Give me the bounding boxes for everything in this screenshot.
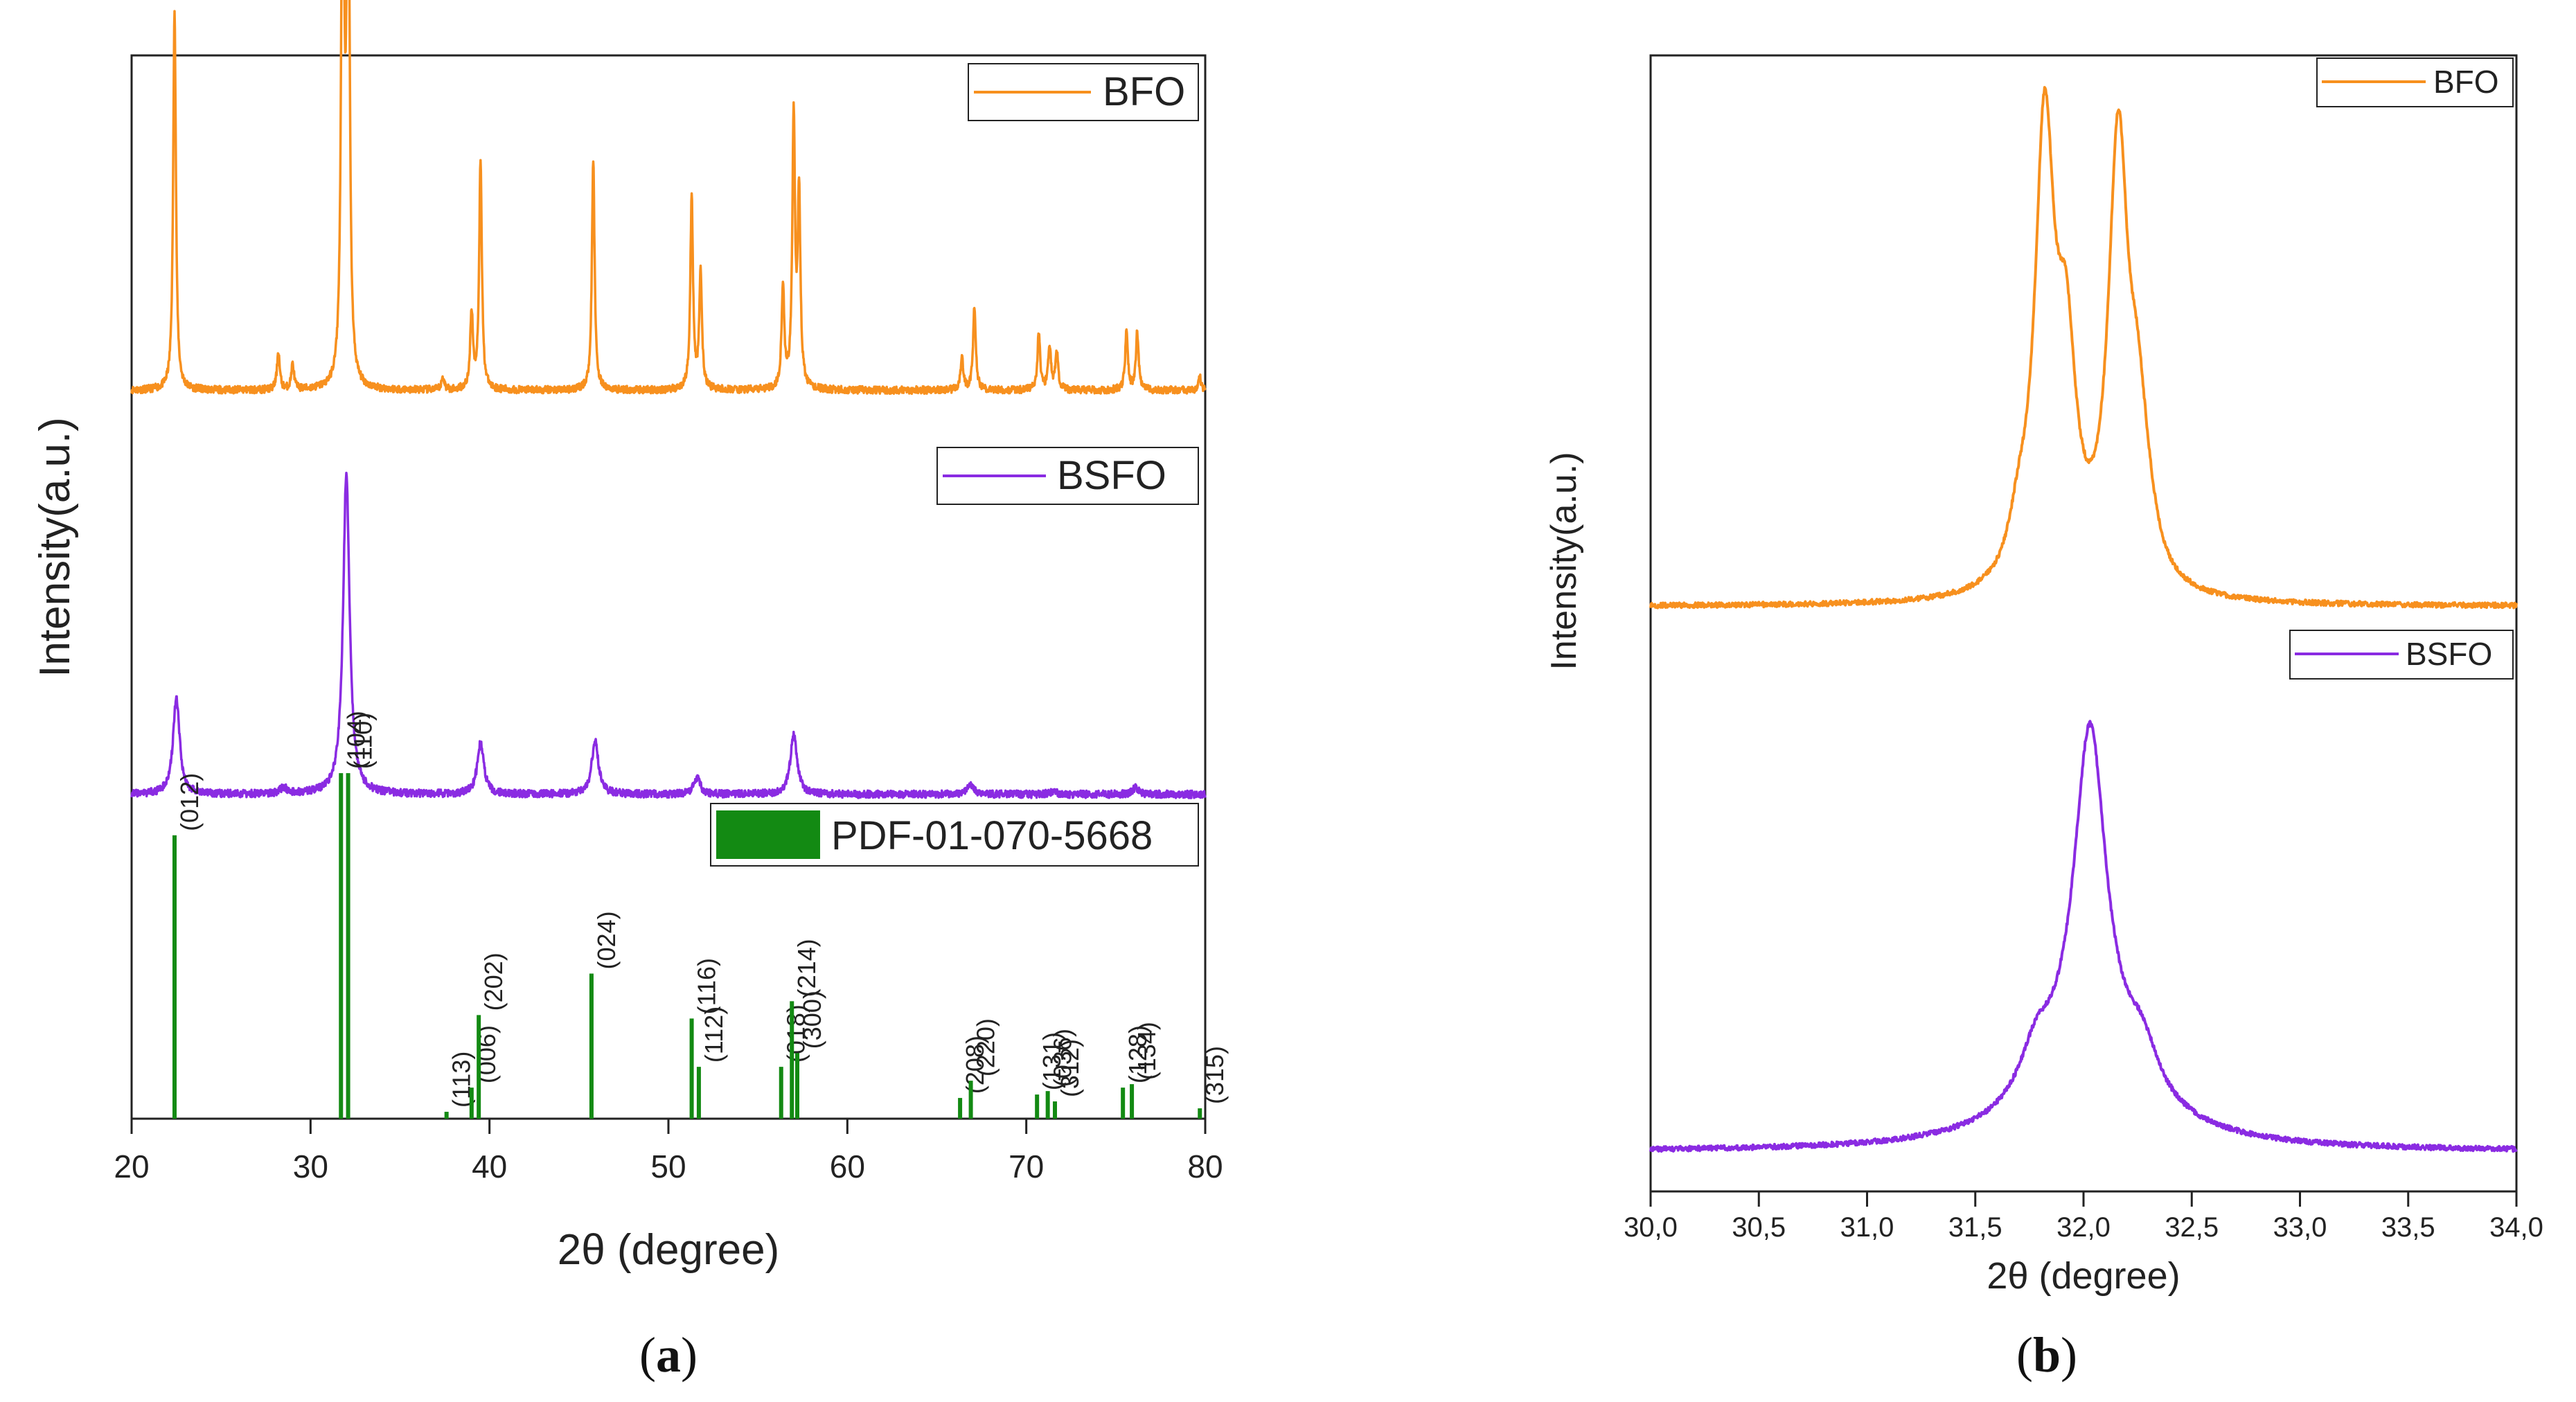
x-tick-label: 40 xyxy=(472,1148,507,1184)
legend-pdf-a: PDF-01-070-5668 xyxy=(710,803,1199,867)
hkl-label: (214) xyxy=(792,939,821,997)
hkl-label: (300) xyxy=(798,991,826,1049)
legend-bfo-b: BFO xyxy=(2316,57,2514,107)
x-tick-label: 32,0 xyxy=(2057,1212,2111,1243)
panel-a-y-axis-label: Intensity(a.u.) xyxy=(31,417,79,677)
series-line-bsfo xyxy=(130,471,1207,799)
x-tick-label: 31,5 xyxy=(1948,1212,2002,1243)
legend-bsfo-a: BSFO xyxy=(936,447,1199,505)
hkl-label: (208) xyxy=(961,1036,989,1094)
panel-b-x-axis-label: 2θ (degree) xyxy=(1987,1255,2180,1297)
panel-a-series-layer xyxy=(130,0,1207,799)
hkl-label: (312) xyxy=(1056,1039,1084,1097)
panel-b-zoom-view: 30,0 30,5 31,0 31,5 32,0 32,5 33,0 33,5 34,0 BFO… xyxy=(1544,54,2543,1383)
hkl-label: (024) xyxy=(592,911,621,969)
hkl-label: (202) xyxy=(479,952,508,1011)
panel-b-x-ticks: 30,0 30,5 31,0 31,5 32,0 32,5 33,0 33,5 34,0 xyxy=(1624,1191,2543,1243)
x-tick-label: 30 xyxy=(293,1148,328,1184)
legend-bfo-a: BFO xyxy=(968,63,1199,121)
panel-a-caption-letter: a xyxy=(656,1327,681,1383)
x-tick-label: 33,5 xyxy=(2381,1212,2435,1243)
panel-a-reference-layer: (012)(104)(110)(113)(006)(202)(024)(116)… xyxy=(172,711,1229,1119)
panel-a-x-axis-label: 2θ (degree) xyxy=(558,1226,780,1274)
hkl-label: (110) xyxy=(349,713,377,769)
x-tick-label: 33,0 xyxy=(2273,1212,2327,1243)
legend-bfo-b-label: BFO xyxy=(2433,64,2499,100)
x-tick-label: 20 xyxy=(114,1148,149,1184)
hkl-label: (006) xyxy=(472,1025,501,1083)
hkl-label: (116) xyxy=(693,958,721,1014)
hkl-label: (315) xyxy=(1200,1046,1229,1104)
x-tick-label: 34,0 xyxy=(2489,1212,2543,1243)
hkl-label: (012) xyxy=(175,773,204,831)
series-line-bsfo xyxy=(1649,720,2518,1153)
hkl-label: (131) xyxy=(1038,1032,1066,1090)
panel-b-plot-frame xyxy=(1649,54,2518,1193)
panel-a-xrd-pattern: (012)(104)(110)(113)(006)(202)(024)(116)… xyxy=(31,0,1229,1383)
hkl-label: (134) xyxy=(1132,1022,1161,1080)
legend-bsfo-b-label: BSFO xyxy=(2406,636,2492,672)
panel-b-caption-letter: b xyxy=(2033,1327,2061,1383)
legend-bsfo-a-label: BSFO xyxy=(1057,453,1166,498)
panel-a-caption: (a) xyxy=(639,1327,698,1383)
hkl-label: (128) xyxy=(1123,1025,1152,1083)
series-line-bfo xyxy=(1649,86,2518,610)
series-line-bfo xyxy=(130,0,1207,396)
hkl-label: (036) xyxy=(1049,1029,1077,1087)
hkl-label: (018) xyxy=(782,1004,810,1063)
legend-pdf-a-label: PDF-01-070-5668 xyxy=(831,813,1153,858)
x-tick-label: 32,5 xyxy=(2165,1212,2219,1243)
legend-pdf-a-swatch xyxy=(716,810,820,859)
x-tick-label: 80 xyxy=(1187,1148,1223,1184)
panel-b-series-layer xyxy=(1649,86,2518,1153)
x-tick-label: 70 xyxy=(1009,1148,1044,1184)
x-tick-label: 60 xyxy=(830,1148,865,1184)
legend-bfo-a-label: BFO xyxy=(1103,69,1185,114)
panel-b-y-axis-label: Intensity(a.u.) xyxy=(1544,452,1584,670)
x-tick-label: 31,0 xyxy=(1840,1212,1894,1243)
x-tick-label: 50 xyxy=(650,1148,686,1184)
hkl-label: (104) xyxy=(341,711,370,769)
x-tick-label: 30,0 xyxy=(1624,1212,1678,1243)
x-tick-label: 30,5 xyxy=(1732,1212,1786,1243)
panel-a-x-ticks: 20 30 40 50 60 70 80 xyxy=(114,1119,1223,1184)
legend-bsfo-b: BSFO xyxy=(2289,630,2514,680)
panel-a-plot-frame xyxy=(130,54,1207,1120)
hkl-label: (112) xyxy=(700,1006,728,1063)
hkl-label: (220) xyxy=(972,1018,1000,1076)
panel-b-caption: (b) xyxy=(2016,1327,2077,1383)
